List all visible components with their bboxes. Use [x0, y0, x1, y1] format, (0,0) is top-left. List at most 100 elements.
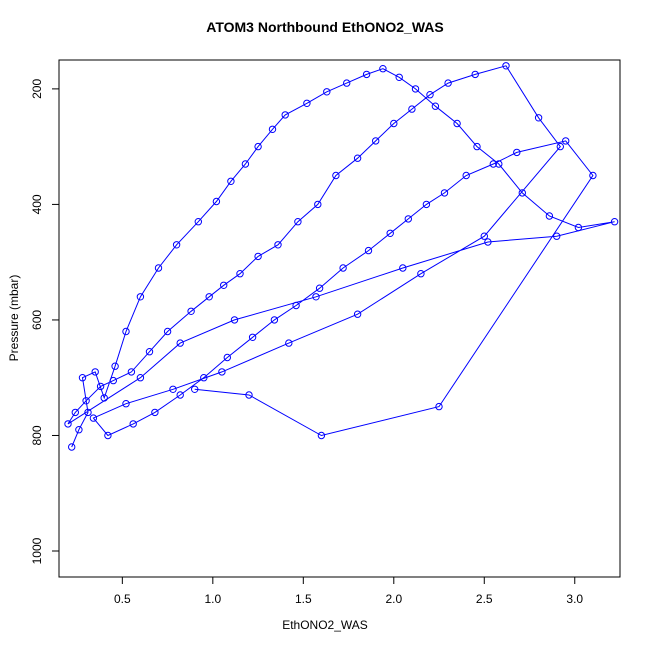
y-tick-label: 800 — [30, 425, 44, 445]
data-point — [187, 307, 195, 315]
data-point — [241, 160, 250, 168]
data-point — [435, 402, 443, 411]
data-point — [315, 284, 324, 292]
data-point — [484, 238, 492, 246]
data-point — [422, 200, 431, 209]
data-point — [317, 431, 326, 440]
data-point — [362, 70, 371, 79]
data-point — [399, 264, 407, 272]
data-point — [230, 316, 239, 324]
data-point — [574, 223, 583, 232]
data-point — [553, 232, 561, 240]
data-point — [364, 246, 373, 255]
data-point — [332, 171, 340, 180]
data-point — [82, 397, 90, 405]
data-point — [163, 327, 172, 336]
data-point — [84, 408, 92, 417]
data-point — [218, 368, 226, 376]
data-point — [444, 79, 452, 87]
data-point — [411, 85, 420, 93]
data-point — [489, 160, 497, 168]
data-point — [96, 382, 105, 391]
data-point — [480, 232, 488, 240]
series-points — [64, 62, 619, 451]
data-point — [205, 293, 213, 301]
y-tick-label: 400 — [30, 194, 44, 214]
x-tick-label: 0.5 — [114, 592, 131, 606]
data-point — [127, 368, 136, 376]
data-point — [339, 264, 347, 272]
data-point — [100, 394, 108, 402]
data-point — [426, 91, 434, 99]
data-point — [312, 293, 320, 301]
data-point — [589, 171, 597, 180]
data-point — [68, 443, 76, 451]
data-point — [379, 65, 387, 73]
data-point — [495, 160, 503, 168]
data-point — [294, 218, 302, 226]
data-point — [145, 348, 154, 356]
data-point — [75, 426, 83, 434]
data-point — [518, 189, 526, 197]
data-point — [254, 142, 262, 151]
x-tick-label: 1.0 — [204, 592, 221, 606]
data-point — [78, 374, 87, 382]
data-point — [270, 316, 279, 324]
data-point — [129, 420, 137, 428]
data-point — [254, 252, 262, 261]
data-point — [245, 391, 253, 399]
x-tick-label: 2.5 — [476, 592, 493, 606]
data-point — [471, 70, 479, 79]
data-point — [236, 270, 244, 278]
data-point — [71, 408, 80, 417]
data-point — [390, 119, 398, 128]
data-point — [417, 270, 425, 278]
data-point — [281, 111, 289, 119]
data-point — [408, 105, 416, 113]
data-point — [545, 212, 554, 220]
data-point — [292, 301, 300, 310]
chart-title: ATOM3 Northbound EthONO2_WAS — [206, 19, 444, 35]
data-point — [386, 229, 394, 238]
data-point — [154, 264, 163, 272]
data-point — [513, 148, 521, 157]
data-point — [268, 125, 277, 134]
data-point — [431, 102, 440, 110]
data-point — [172, 241, 181, 249]
data-point — [176, 339, 184, 347]
series-line — [67, 65, 615, 448]
data-point — [248, 333, 257, 341]
axes: 0.5 1.0 1.5 2.0 2.5 3.0 200 400 600 800 1000 — [30, 59, 621, 606]
data-point — [212, 197, 221, 206]
plot-frame — [58, 59, 621, 578]
data-point — [323, 88, 331, 96]
data-point — [353, 154, 362, 162]
data-point — [453, 119, 461, 128]
data-point — [223, 353, 232, 362]
data-point — [372, 137, 380, 145]
data-point — [534, 114, 543, 122]
x-axis-label: EthONO2_WAS — [282, 618, 368, 632]
data-point — [200, 374, 208, 382]
data-point — [111, 362, 119, 370]
data-point — [109, 376, 118, 385]
data-point — [104, 431, 112, 440]
x-tick-label: 2.0 — [385, 592, 402, 606]
data-point — [274, 241, 282, 249]
data-point — [89, 414, 98, 422]
data-point — [64, 420, 72, 428]
data-point — [136, 293, 145, 301]
data-point — [136, 374, 145, 382]
data-point — [404, 215, 412, 223]
series-lines — [67, 65, 615, 448]
data-point — [122, 327, 130, 336]
data-point — [395, 73, 403, 82]
data-point — [610, 218, 619, 226]
data-point — [556, 142, 564, 151]
data-point — [151, 408, 159, 417]
data-point — [473, 142, 481, 151]
data-point — [303, 99, 311, 108]
x-tick-label: 3.0 — [566, 592, 583, 606]
